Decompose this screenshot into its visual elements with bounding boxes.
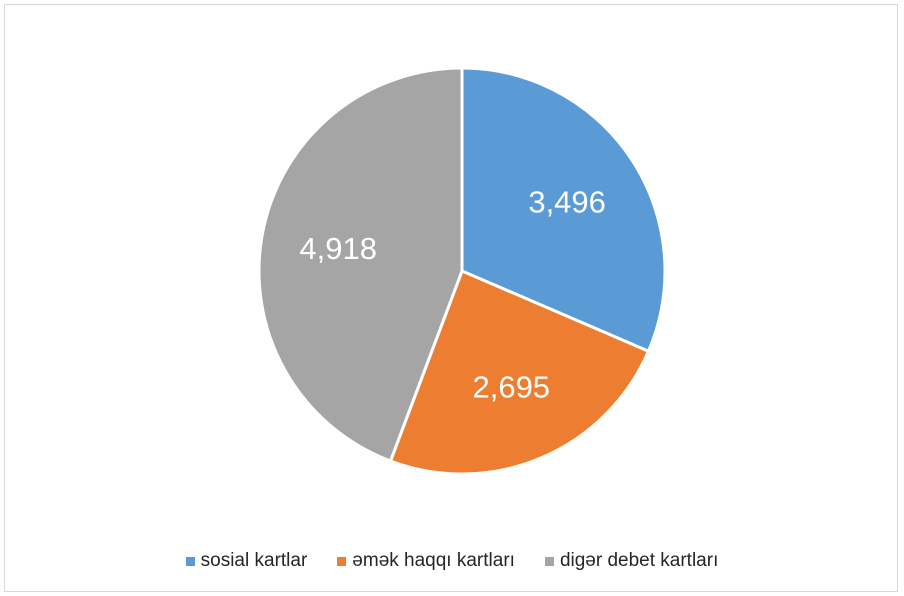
legend-item-emek-haqqi-kartlari: əmək haqqı kartları <box>337 550 515 572</box>
legend-label: əmək haqqı kartları <box>352 550 515 571</box>
pie-slice-2 <box>388 269 651 476</box>
pie-data-label-2: 2,695 <box>472 369 550 404</box>
legend-item-diger-debet-kartlari: digər debet kartları <box>544 550 719 572</box>
legend-swatch-icon <box>185 556 195 566</box>
legend-label: digər debet kartları <box>559 550 719 571</box>
pie-slice-3 <box>257 66 464 463</box>
legend: sosial kartlar əmək haqqı kartları digər… <box>0 550 904 572</box>
legend-item-sosial-kartlar: sosial kartlar <box>185 550 308 572</box>
pie-slices <box>257 66 667 476</box>
pie-data-labels: 3,496 2,695 4,918 <box>299 184 606 404</box>
legend-label: sosial kartlar <box>200 550 308 571</box>
pie-data-label-3: 4,918 <box>299 231 377 266</box>
legend-swatch-icon <box>544 556 554 566</box>
pie-data-label-1: 3,496 <box>528 184 606 219</box>
pie-slice-1 <box>460 66 667 354</box>
legend-swatch-icon <box>337 556 347 566</box>
